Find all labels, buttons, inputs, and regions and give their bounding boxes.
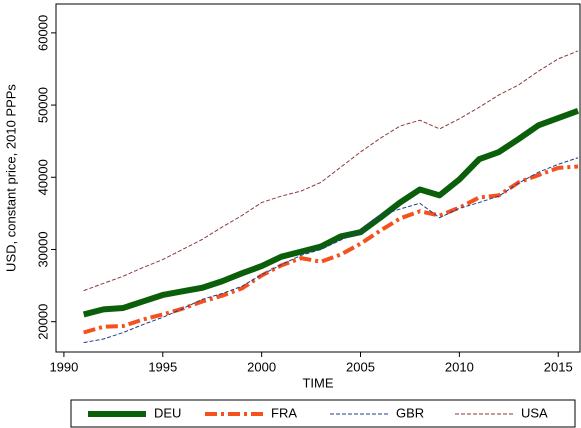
x-tick-label: 1990 <box>49 359 78 374</box>
x-tick-label: 1995 <box>148 359 177 374</box>
legend-label: GBR <box>396 405 424 420</box>
y-tick-label: 50000 <box>35 87 50 123</box>
legend-label: FRA <box>271 405 297 420</box>
y-tick-label: 20000 <box>35 304 50 340</box>
series-line <box>83 157 579 344</box>
x-tick-label: 2010 <box>445 359 474 374</box>
plot-frame <box>55 3 581 353</box>
x-axis-label: TIME <box>302 375 333 390</box>
x-tick-label: 2005 <box>346 359 375 374</box>
y-tick-label: 30000 <box>35 231 50 267</box>
y-axis-label: USD, constant price, 2010 PPPs <box>3 84 18 272</box>
series-line <box>82 108 580 318</box>
legend-frame <box>70 399 576 428</box>
y-tick-label: 40000 <box>35 159 50 195</box>
y-tick-label: 60000 <box>35 15 50 51</box>
series-line <box>83 164 579 335</box>
x-tick-label: 2015 <box>544 359 573 374</box>
series-line <box>83 50 579 292</box>
legend-label: USA <box>521 405 548 420</box>
x-tick-label: 2000 <box>247 359 276 374</box>
legend-label: DEU <box>154 405 181 420</box>
